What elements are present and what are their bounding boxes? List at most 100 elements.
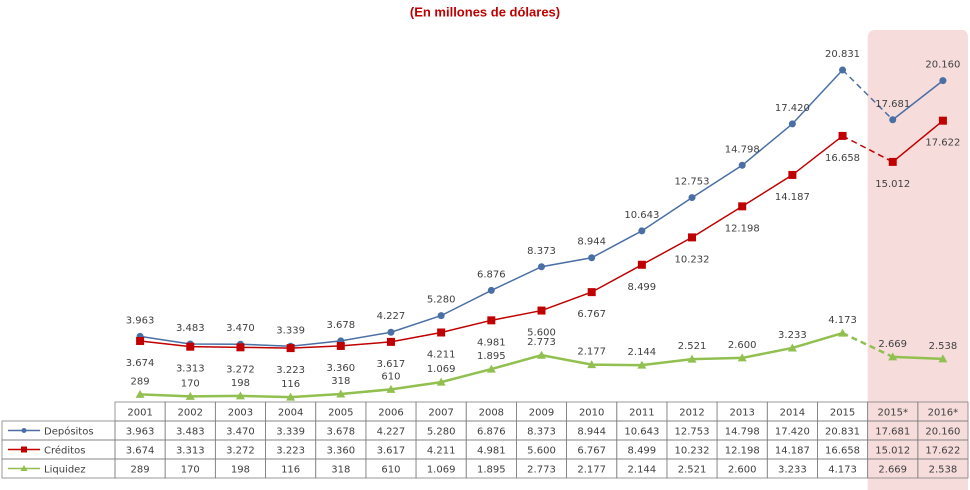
legend-marker [21, 428, 27, 433]
projection-connector [842, 69, 894, 121]
table-value: 4.981 [477, 446, 506, 457]
marker [186, 342, 195, 351]
data-label: 610 [381, 371, 400, 382]
table-value: 3.617 [377, 446, 406, 457]
series-line [892, 355, 943, 361]
table-value: 2.773 [527, 465, 556, 476]
marker [889, 116, 897, 124]
marker [638, 227, 646, 235]
table-value: 3.339 [276, 427, 305, 438]
table-header: 2014 [780, 408, 805, 419]
marker [486, 364, 496, 373]
marker [787, 343, 797, 352]
legend-label: Créditos [44, 445, 85, 457]
marker [688, 194, 696, 202]
data-label: 3.617 [377, 359, 406, 370]
table-value: 318 [331, 465, 350, 476]
table-value: 16.658 [825, 446, 860, 457]
table-value: 3.678 [326, 427, 355, 438]
data-label: 2.538 [929, 341, 958, 352]
table-value: 14.187 [775, 446, 810, 457]
data-label: 2.669 [878, 339, 907, 350]
table-value: 170 [181, 465, 200, 476]
data-label: 2.600 [728, 340, 757, 351]
table-header: 2013 [729, 408, 754, 419]
table-value: 116 [281, 465, 300, 476]
marker [236, 343, 245, 352]
data-label: 10.232 [675, 254, 710, 265]
data-label: 3.678 [326, 320, 355, 331]
marker [737, 353, 747, 362]
table-value: 2.669 [878, 465, 907, 476]
data-label: 6.767 [577, 309, 606, 320]
marker [938, 116, 947, 125]
marker [487, 316, 496, 325]
marker [437, 328, 446, 337]
marker [537, 306, 546, 315]
table-value: 1.069 [427, 465, 456, 476]
table-value: 20.160 [925, 427, 960, 438]
legend-marker [20, 465, 28, 471]
marker [437, 312, 445, 320]
data-label: 16.658 [825, 153, 860, 164]
table-value: 3.483 [176, 427, 205, 438]
table-value: 2.144 [628, 465, 657, 476]
projection-band [867, 30, 968, 490]
table-value: 3.233 [778, 465, 807, 476]
data-label: 6.876 [477, 269, 506, 280]
data-label: 3.339 [276, 325, 305, 336]
table-header: 2002 [178, 408, 203, 419]
data-label: 5.280 [427, 295, 456, 306]
data-label: 8.944 [577, 237, 606, 248]
table-value: 12.198 [725, 446, 760, 457]
marker [436, 377, 446, 386]
table-value: 2.521 [678, 465, 707, 476]
data-label: 3.470 [226, 323, 255, 334]
data-label: 14.798 [725, 144, 760, 155]
series-line [892, 80, 944, 121]
data-label: 4.173 [828, 315, 857, 326]
data-label: 170 [181, 378, 200, 389]
marker [588, 254, 596, 262]
table-value: 3.360 [326, 446, 355, 457]
table-value: 8.373 [527, 427, 556, 438]
table-value: 12.753 [675, 427, 710, 438]
data-label: 4.227 [377, 311, 406, 322]
table-value: 17.681 [875, 427, 910, 438]
data-label: 3.272 [226, 364, 255, 375]
marker [888, 352, 898, 361]
table-value: 2.177 [577, 465, 606, 476]
data-label: 12.753 [675, 177, 710, 188]
marker [135, 389, 145, 398]
table-value: 2.600 [728, 465, 757, 476]
data-label: 198 [231, 378, 250, 389]
table-value: 4.173 [828, 465, 857, 476]
data-label: 20.831 [825, 49, 860, 60]
table-value: 5.280 [427, 427, 456, 438]
series-line [892, 120, 944, 163]
data-label: 3.360 [326, 363, 355, 374]
data-label: 5.600 [527, 328, 556, 339]
table-value: 17.622 [925, 446, 960, 457]
data-label: 17.420 [775, 103, 810, 114]
series-line [139, 69, 844, 348]
marker [587, 360, 597, 369]
table-header: 2011 [629, 408, 654, 419]
table-header: 2012 [679, 408, 704, 419]
marker [487, 286, 495, 294]
data-label: 10.643 [624, 210, 659, 221]
marker [738, 202, 747, 211]
data-label: 3.233 [778, 330, 807, 341]
table-value: 3.470 [226, 427, 255, 438]
table-header: 2005 [328, 408, 353, 419]
data-label: 2.177 [577, 347, 606, 358]
table-cell [917, 458, 969, 479]
data-label: 318 [331, 376, 350, 387]
table-header: 2016* [928, 408, 958, 419]
table-value: 198 [231, 465, 250, 476]
legend-marker [21, 446, 27, 453]
table-value: 10.232 [675, 446, 710, 457]
table-header: 2010 [579, 408, 604, 419]
table-value: 3.223 [276, 446, 305, 457]
